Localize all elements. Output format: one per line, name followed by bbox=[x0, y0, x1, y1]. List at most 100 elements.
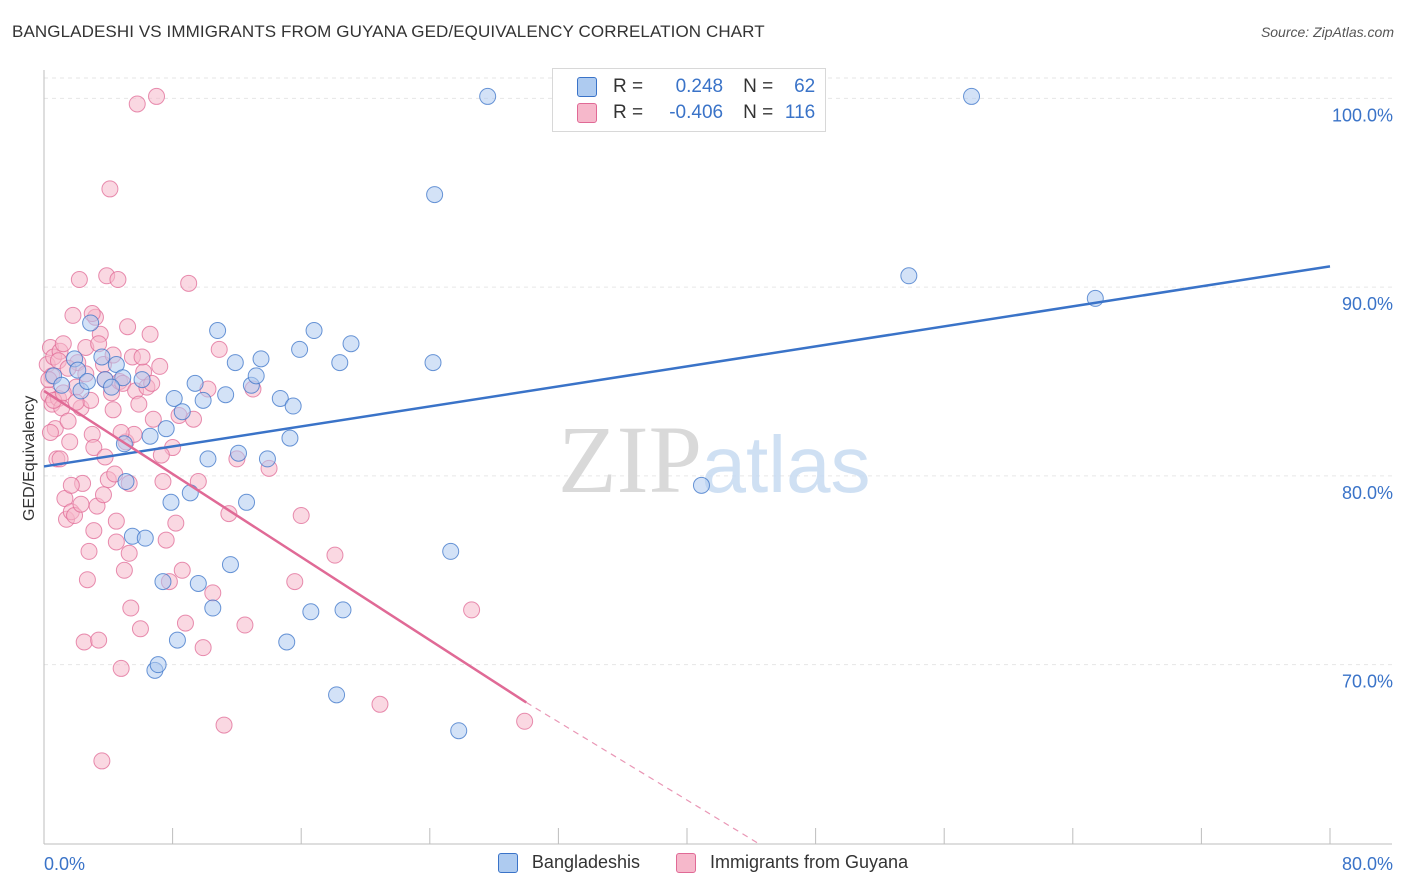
bangladeshi-point bbox=[186, 374, 204, 392]
source-label: Source: ZipAtlas.com bbox=[1260, 24, 1394, 40]
bangladeshi-point bbox=[284, 397, 302, 415]
guyana-point bbox=[112, 659, 130, 677]
r-label: R = bbox=[613, 102, 644, 123]
r-value: 0.248 bbox=[675, 76, 724, 97]
guyana-point bbox=[180, 274, 198, 292]
bangladeshi-point bbox=[168, 631, 186, 649]
bangladeshi-point bbox=[328, 686, 346, 704]
bangladeshi-trend-line bbox=[43, 265, 1331, 468]
guyana-point bbox=[286, 573, 304, 591]
y-axis-label: GED/Equivalency bbox=[21, 395, 38, 521]
guyana-point bbox=[85, 522, 103, 540]
legend-row-bangladeshis: R = 0.248 N = 62 bbox=[577, 74, 815, 100]
guyana-point bbox=[236, 616, 254, 634]
bangladeshi-point bbox=[281, 429, 299, 447]
r-label: R = bbox=[613, 76, 644, 97]
trend-lines bbox=[43, 265, 1331, 845]
guyana-point bbox=[107, 533, 125, 551]
legend-item-guyana[interactable]: Immigrants from Guyana bbox=[676, 852, 908, 873]
guyana-point bbox=[78, 571, 96, 589]
guyana-point bbox=[326, 546, 344, 564]
bangladeshi-point bbox=[149, 656, 167, 674]
guyana-point bbox=[194, 639, 212, 657]
bangladeshi-point bbox=[69, 361, 87, 379]
guyana-point bbox=[148, 87, 166, 105]
bangladeshi-point bbox=[226, 354, 244, 372]
guyana-point bbox=[141, 325, 159, 343]
bangladeshi-point bbox=[114, 369, 132, 387]
bangladeshi-point bbox=[103, 378, 121, 396]
bangladeshi-point bbox=[78, 372, 96, 390]
n-label: N = bbox=[743, 102, 774, 123]
legend-row-guyana: R = -0.406 N = 116 bbox=[577, 100, 815, 126]
gridlines bbox=[44, 77, 1392, 666]
guyana-point bbox=[292, 507, 310, 525]
guyana-point bbox=[122, 599, 140, 617]
blue-swatch bbox=[577, 77, 597, 97]
legend-label: Immigrants from Guyana bbox=[710, 852, 909, 872]
axes bbox=[43, 70, 1392, 845]
guyana-point bbox=[210, 340, 228, 358]
guyana-point bbox=[72, 495, 90, 513]
guyana-point bbox=[131, 620, 149, 638]
bangladeshi-point bbox=[334, 601, 352, 619]
bangladeshi-point bbox=[82, 314, 100, 332]
watermark-zip: ZIP bbox=[558, 406, 702, 513]
y-tick-label: 70.0% bbox=[1342, 672, 1393, 692]
guyana-point bbox=[167, 514, 185, 532]
y-tick-label: 80.0% bbox=[1342, 483, 1393, 503]
bangladeshi-point bbox=[133, 371, 151, 389]
bangladeshi-point bbox=[117, 473, 135, 491]
bangladeshi-point bbox=[258, 450, 276, 468]
bangladeshi-point bbox=[173, 403, 191, 421]
guyana-point bbox=[154, 473, 172, 491]
bangladeshi-point bbox=[162, 493, 180, 511]
n-value: 62 bbox=[794, 76, 816, 97]
guyana-point bbox=[204, 584, 222, 602]
bangladeshi-point bbox=[252, 350, 270, 368]
guyana-point bbox=[144, 410, 162, 428]
guyana-point bbox=[371, 695, 389, 713]
bangladeshi-point bbox=[442, 542, 460, 560]
guyana-point bbox=[90, 631, 108, 649]
bangladeshi-point bbox=[900, 267, 918, 285]
guyana-point bbox=[215, 716, 233, 734]
bangladeshi-point bbox=[136, 529, 154, 547]
guyana-point bbox=[115, 561, 133, 579]
guyana-point bbox=[151, 357, 169, 375]
bangladeshi-point bbox=[221, 556, 239, 574]
guyana-point bbox=[516, 712, 534, 730]
legend-item-bangladeshis[interactable]: Bangladeshis bbox=[497, 852, 641, 873]
pink-swatch bbox=[676, 852, 697, 873]
guyana-point bbox=[133, 348, 151, 366]
guyana-point bbox=[101, 180, 119, 198]
guyana-point bbox=[120, 544, 138, 562]
bangladeshi-point bbox=[93, 348, 111, 366]
x-tick-label: 0.0% bbox=[44, 854, 85, 874]
series-legend: Bangladeshis Immigrants from Guyana bbox=[0, 852, 1406, 873]
guyana-point bbox=[85, 439, 103, 457]
guyana-point bbox=[119, 318, 137, 336]
bangladeshi-point bbox=[209, 322, 227, 340]
bangladeshi-point bbox=[217, 386, 235, 404]
bangladeshi-point bbox=[165, 389, 183, 407]
guyana-point bbox=[64, 306, 82, 324]
n-value: 116 bbox=[784, 102, 816, 123]
bangladeshi-point bbox=[291, 340, 309, 358]
guyana-point bbox=[128, 95, 146, 113]
guyana-point bbox=[176, 614, 194, 632]
bangladeshi-point bbox=[450, 722, 468, 740]
bangladeshi-point bbox=[53, 376, 71, 394]
bangladeshi-point bbox=[424, 354, 442, 372]
bangladeshi-point bbox=[479, 87, 497, 105]
x-tick-label: 80.0% bbox=[1342, 854, 1393, 874]
bangladeshi-point bbox=[199, 450, 217, 468]
bangladeshi-point bbox=[204, 599, 222, 617]
correlation-legend: R = 0.248 N = 62 R = -0.406 N = 116 bbox=[552, 68, 826, 132]
legend-label: Bangladeshis bbox=[531, 852, 641, 872]
guyana-point bbox=[173, 561, 191, 579]
r-value: -0.406 bbox=[669, 102, 724, 123]
bangladeshi-point bbox=[302, 603, 320, 621]
guyana-point bbox=[59, 412, 77, 430]
